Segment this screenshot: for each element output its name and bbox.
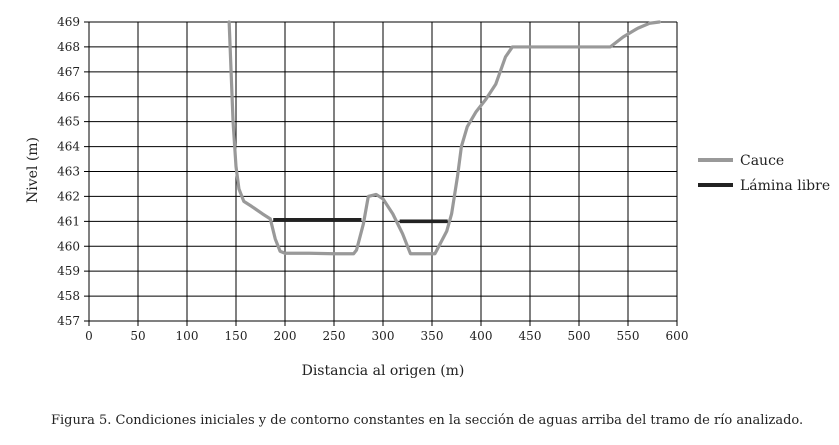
y-tick-label: 466 — [57, 90, 80, 104]
x-tick-label: 150 — [225, 329, 248, 343]
y-tick-label: 462 — [57, 189, 80, 203]
y-tick-label: 469 — [57, 15, 80, 29]
x-tick-label: 0 — [85, 329, 93, 343]
y-tick-label: 464 — [57, 140, 80, 154]
x-tick-label: 100 — [176, 329, 199, 343]
x-tick-label: 550 — [617, 329, 640, 343]
y-tick-label: 468 — [57, 40, 80, 54]
series-layer — [227, 20, 661, 256]
x-axis-ticks: 0 50 100 150 200 250 300 350 400 450 500 550 600 — [85, 329, 688, 343]
y-tick-label: 457 — [57, 314, 80, 328]
legend-label-cauce: Cauce — [740, 153, 784, 169]
grid — [84, 21, 678, 326]
y-axis-ticks: 457 458 459 460 461 462 463 464 465 466 467 468 469 — [57, 15, 80, 328]
x-tick-label: 450 — [519, 329, 542, 343]
y-tick-label: 458 — [57, 289, 80, 303]
y-tick-label: 461 — [57, 214, 80, 228]
x-tick-label: 250 — [323, 329, 346, 343]
y-tick-label: 463 — [57, 165, 80, 179]
y-axis-label: Nivel (m) — [25, 137, 41, 203]
legend-label-lamina-libre: Lámina libre — [740, 178, 830, 194]
y-tick-label: 459 — [57, 264, 80, 278]
x-tick-label: 200 — [274, 329, 297, 343]
series-line-cauce — [227, 20, 661, 256]
x-tick-label: 300 — [372, 329, 395, 343]
x-tick-label: 350 — [421, 329, 444, 343]
x-axis-label: Distancia al origen (m) — [302, 363, 465, 379]
x-tick-label: 400 — [470, 329, 493, 343]
legend: Cauce Lámina libre — [698, 153, 830, 194]
figure-caption: Figura 5. Condiciones iniciales y de con… — [51, 413, 804, 428]
y-tick-label: 465 — [57, 115, 80, 129]
x-tick-label: 600 — [666, 329, 689, 343]
x-tick-label: 500 — [568, 329, 591, 343]
y-tick-label: 467 — [57, 65, 80, 79]
y-tick-label: 460 — [57, 239, 80, 253]
x-tick-label: 50 — [130, 329, 145, 343]
